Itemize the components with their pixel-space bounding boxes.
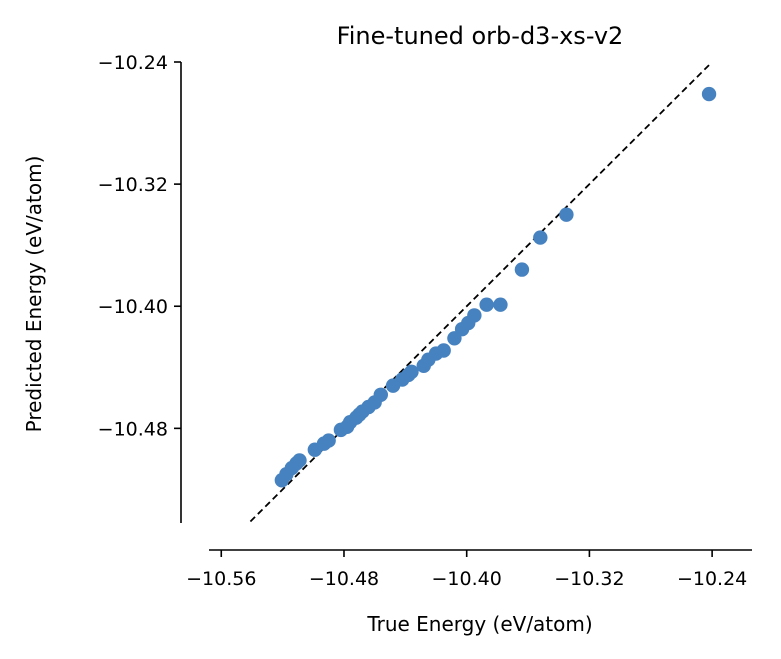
x-tick-label: −10.32 [554, 568, 624, 590]
y-axis-ticks: −10.48 −10.40 −10.32 −10.24 [98, 52, 181, 440]
x-axis-ticks: −10.56 −10.48 −10.40 −10.32 −10.24 [186, 550, 747, 590]
data-point [404, 364, 419, 380]
data-points [274, 86, 717, 488]
data-point [559, 207, 574, 222]
data-point [514, 262, 530, 277]
x-tick-label: −10.48 [309, 568, 379, 590]
data-point [533, 230, 548, 245]
data-point [436, 343, 451, 358]
chart-title: Fine-tuned orb-d3-xs-v2 [337, 22, 624, 50]
data-point [292, 453, 307, 468]
y-tick-label: −10.40 [98, 296, 168, 318]
y-tick-label: −10.48 [98, 418, 168, 440]
x-tick-label: −10.56 [186, 568, 256, 590]
x-tick-label: −10.24 [677, 568, 747, 590]
data-point [467, 308, 482, 323]
y-axis-label: Predicted Energy (eV/atom) [22, 156, 46, 433]
y-tick-label: −10.24 [98, 52, 168, 74]
x-tick-label: −10.40 [432, 568, 502, 590]
data-point [701, 86, 717, 102]
data-point [321, 433, 336, 448]
x-axis-label: True Energy (eV/atom) [366, 612, 592, 636]
y-tick-label: −10.32 [98, 174, 168, 196]
data-point [479, 297, 494, 312]
data-point [493, 297, 508, 312]
data-point [373, 387, 388, 402]
